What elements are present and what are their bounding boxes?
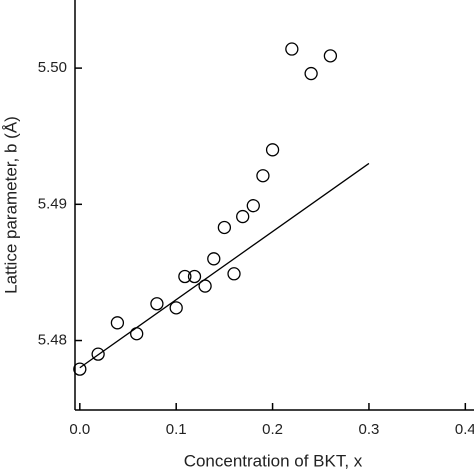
point xyxy=(91,347,105,361)
x-tick-label: 0.0 xyxy=(69,421,90,438)
point xyxy=(285,42,299,56)
point xyxy=(236,209,250,224)
y-tick-label: 5.48 xyxy=(38,332,67,349)
point xyxy=(207,252,221,266)
x-tick-label: 0.2 xyxy=(262,421,283,438)
point xyxy=(304,66,318,81)
point xyxy=(265,143,280,157)
point xyxy=(169,301,183,315)
point xyxy=(130,327,144,341)
fit-line xyxy=(79,162,370,369)
point xyxy=(178,269,192,284)
point xyxy=(187,269,202,284)
y-axis-label: Lattice parameter, b (Å) xyxy=(1,116,20,294)
x-tick-label: 0.3 xyxy=(359,421,380,438)
x-tick-label: 0.1 xyxy=(166,421,187,438)
point xyxy=(246,199,260,213)
point xyxy=(73,362,87,376)
point xyxy=(110,316,125,330)
point xyxy=(323,49,338,63)
x-tick-label: 0.4 xyxy=(455,421,474,438)
y-tick-label: 5.50 xyxy=(38,59,67,76)
x-axis-label: Concentration of BKT, x xyxy=(184,451,363,470)
y-tick-label: 5.49 xyxy=(38,195,67,212)
point xyxy=(217,220,232,235)
point xyxy=(256,169,270,183)
point xyxy=(227,267,241,281)
point xyxy=(198,279,212,293)
point xyxy=(150,297,164,311)
